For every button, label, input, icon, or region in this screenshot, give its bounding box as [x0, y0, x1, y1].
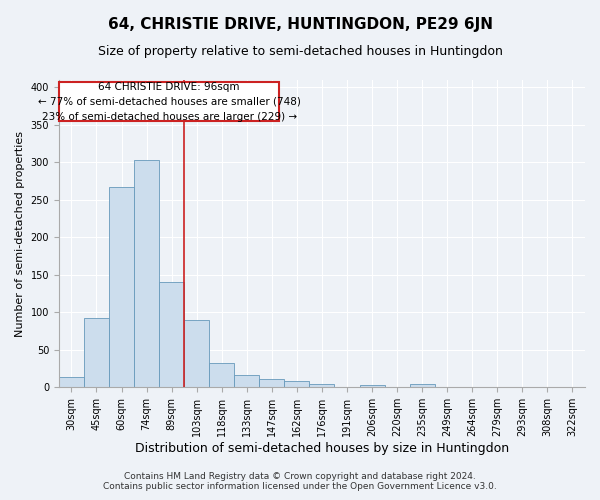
Bar [209, 362, 234, 388]
Text: Contains public sector information licensed under the Open Government Licence v3: Contains public sector information licen… [103, 482, 497, 491]
Text: Contains HM Land Registry data © Crown copyright and database right 2024.: Contains HM Land Registry data © Crown c… [124, 472, 476, 481]
Bar [410, 384, 434, 388]
Bar [59, 377, 84, 388]
Bar [109, 187, 134, 388]
Bar [84, 318, 109, 388]
Bar [259, 379, 284, 388]
Text: Size of property relative to semi-detached houses in Huntingdon: Size of property relative to semi-detach… [98, 45, 502, 58]
Bar [184, 320, 209, 388]
Bar [284, 382, 310, 388]
Bar [59, 82, 280, 121]
Bar [234, 374, 259, 388]
Bar [310, 384, 334, 388]
Bar [359, 385, 385, 388]
Text: 64 CHRISTIE DRIVE: 96sqm
← 77% of semi-detached houses are smaller (748)
23% of : 64 CHRISTIE DRIVE: 96sqm ← 77% of semi-d… [38, 82, 301, 122]
X-axis label: Distribution of semi-detached houses by size in Huntingdon: Distribution of semi-detached houses by … [135, 442, 509, 455]
Bar [159, 282, 184, 388]
Y-axis label: Number of semi-detached properties: Number of semi-detached properties [15, 130, 25, 336]
Text: 64, CHRISTIE DRIVE, HUNTINGDON, PE29 6JN: 64, CHRISTIE DRIVE, HUNTINGDON, PE29 6JN [107, 18, 493, 32]
Bar [134, 160, 159, 388]
